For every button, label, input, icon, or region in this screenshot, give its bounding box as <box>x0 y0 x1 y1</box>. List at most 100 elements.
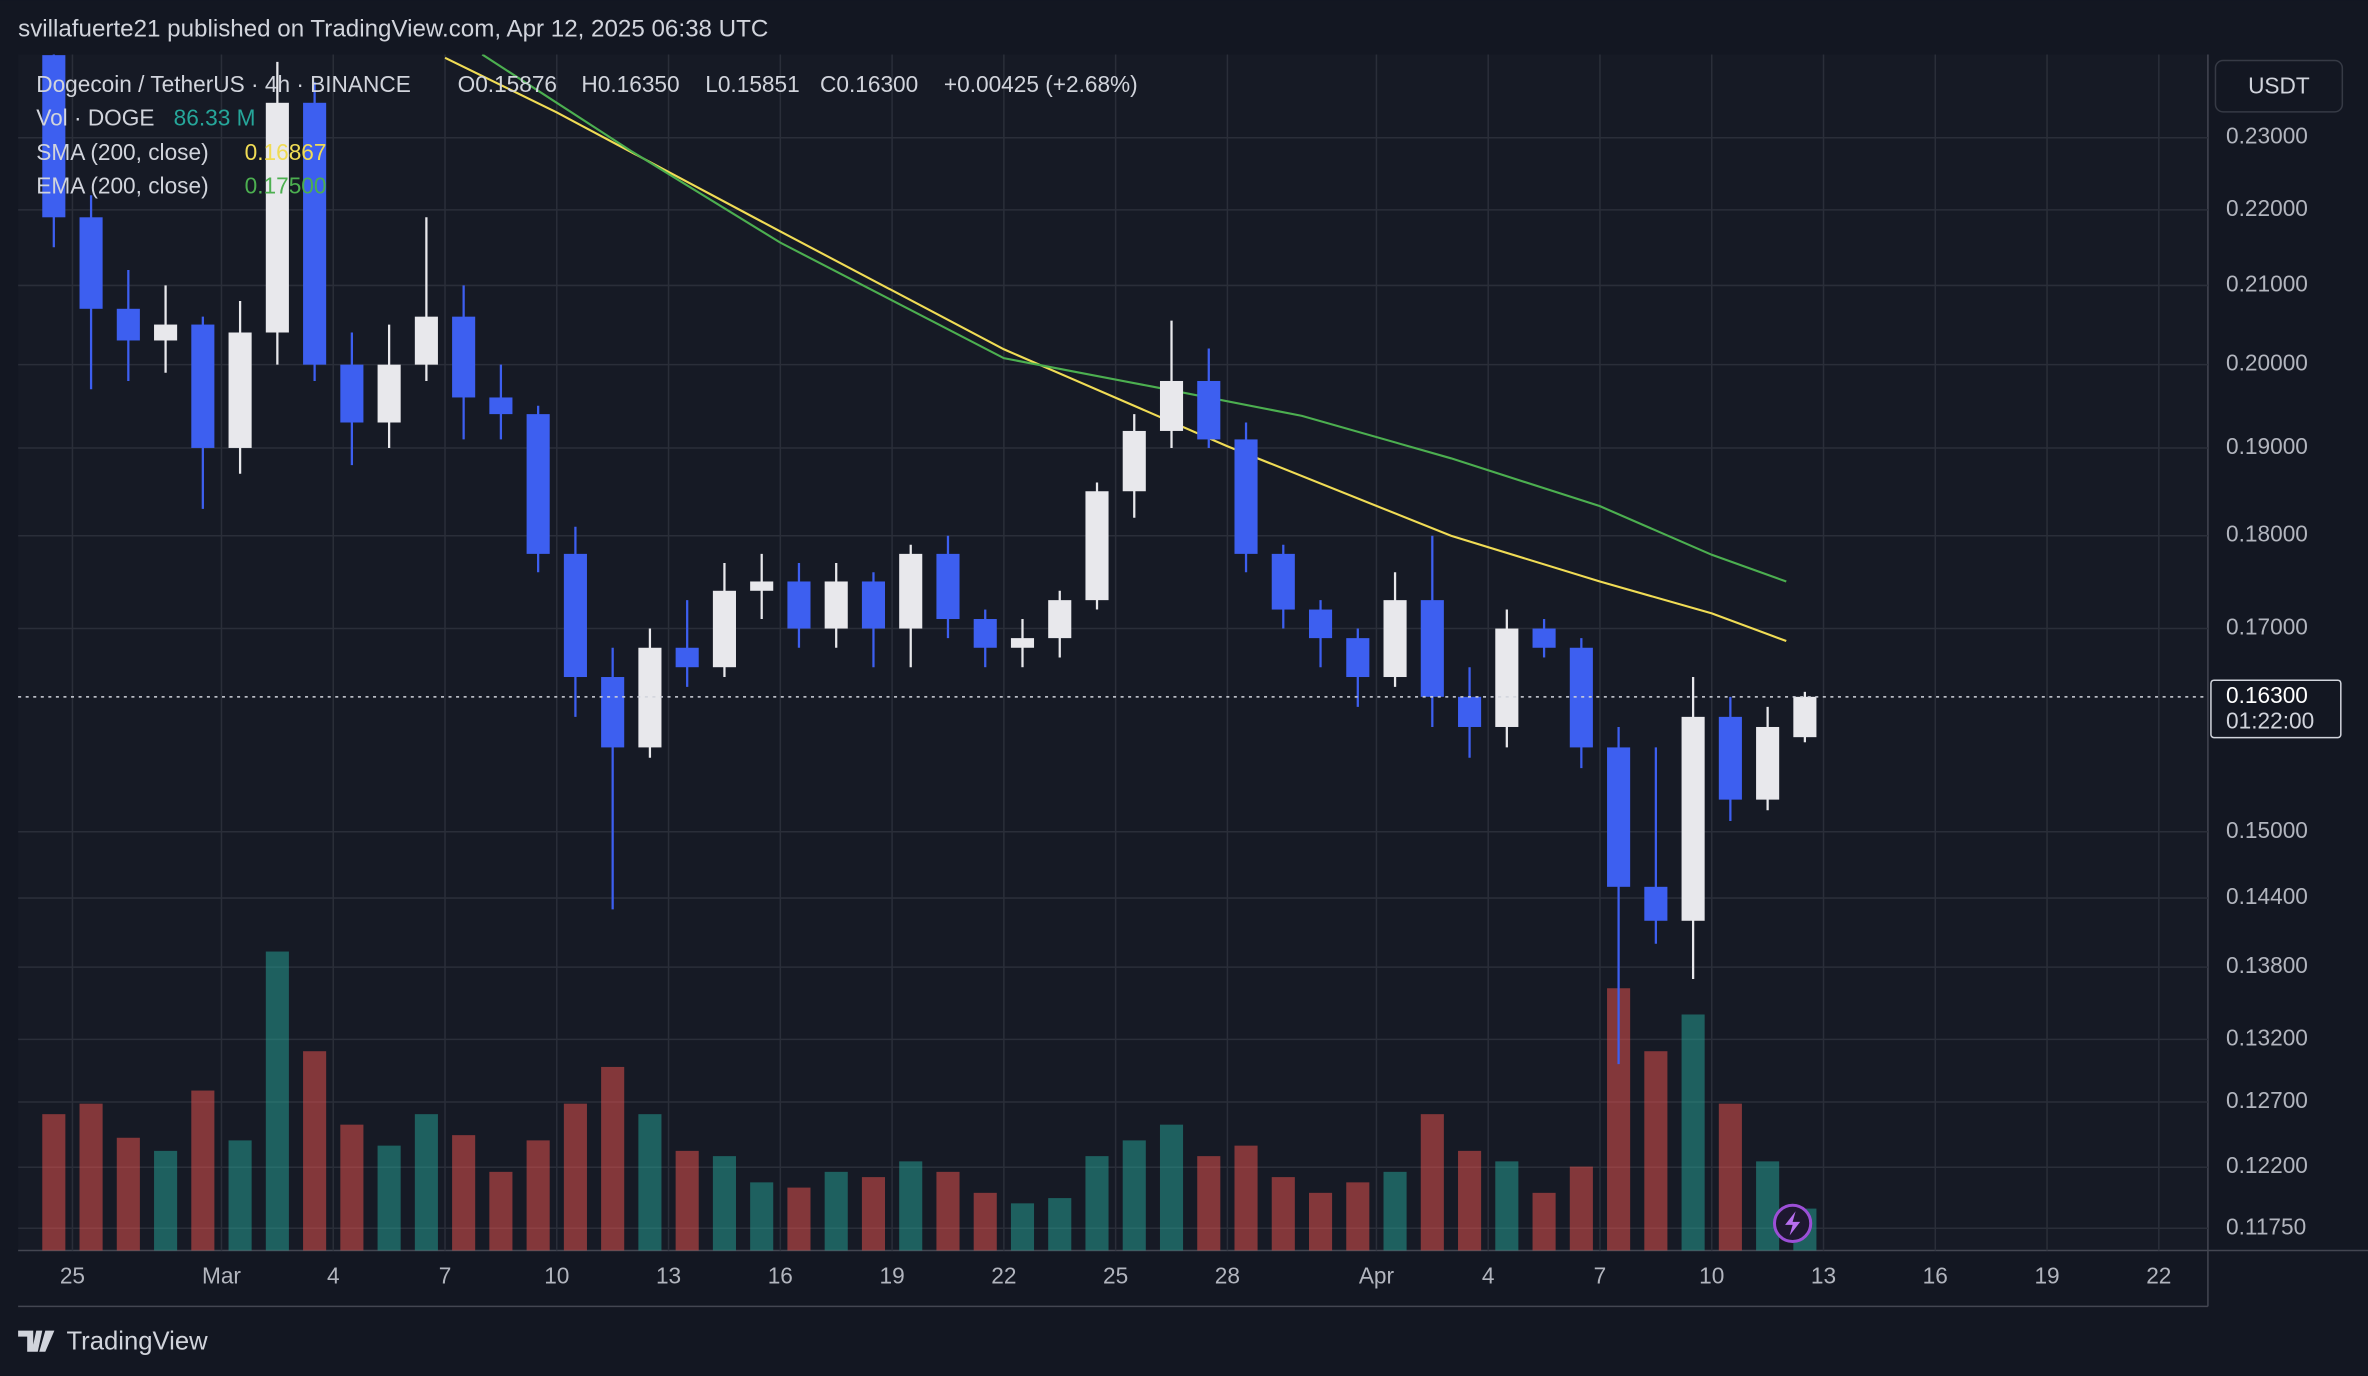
volume-bar <box>1234 1145 1258 1251</box>
volume-bar <box>675 1150 699 1251</box>
candle-body <box>1234 439 1258 554</box>
candle-body <box>1159 380 1184 431</box>
x-tick-label: 25 <box>1103 1263 1128 1289</box>
volume-bar <box>1271 1177 1295 1251</box>
x-tick-label: 13 <box>656 1263 681 1289</box>
x-tick-label: Apr <box>1359 1263 1395 1289</box>
candle-body <box>1718 716 1742 800</box>
volume-bar <box>899 1161 923 1251</box>
ema-value: 0.17500 <box>245 172 327 198</box>
last-price-label: 0.16300 <box>2226 682 2308 708</box>
x-tick-label: 13 <box>1811 1263 1836 1289</box>
x-tick-label: 19 <box>879 1263 904 1289</box>
ma-line <box>481 54 1787 583</box>
volume-bar <box>452 1135 476 1251</box>
candle-body <box>1495 628 1519 727</box>
high-label: H0.16350 <box>581 71 679 97</box>
candle-body <box>1644 886 1668 921</box>
candle-body <box>228 332 252 448</box>
volume-bar <box>265 951 289 1251</box>
candle-body <box>377 364 401 423</box>
ema-name: EMA (200, close) <box>36 172 208 198</box>
y-tick-label: 0.17000 <box>2226 614 2308 640</box>
candle-body <box>1458 696 1482 727</box>
candle-body <box>1048 600 1072 639</box>
volume-bar <box>303 1051 327 1251</box>
x-tick-label: 28 <box>1215 1263 1240 1289</box>
volume-bar <box>116 1137 140 1251</box>
y-tick-label: 0.18000 <box>2226 521 2308 547</box>
brand-name: TradingView <box>66 1327 208 1355</box>
candle-body <box>563 553 587 678</box>
sma-value: 0.16867 <box>245 139 327 165</box>
low-label: L0.15851 <box>705 71 799 97</box>
volume-value: 86.33 M <box>174 104 256 130</box>
volume-bar <box>1569 1166 1593 1251</box>
volume-bar <box>1085 1156 1109 1251</box>
candle-body <box>303 102 327 365</box>
volume-bar <box>750 1182 774 1251</box>
x-tick-label: 10 <box>1699 1263 1724 1289</box>
open-label: O0.15876 <box>458 71 557 97</box>
candle-body <box>116 308 140 341</box>
volume-bar <box>1718 1103 1742 1251</box>
last-price-box <box>2210 679 2342 739</box>
candle-body <box>675 647 699 668</box>
candle-body <box>1569 647 1593 748</box>
symbol: Dogecoin / TetherUS · 4h · BINANCE <box>36 71 411 97</box>
volume-bar <box>638 1114 662 1251</box>
volume-bar <box>377 1145 401 1251</box>
candle-body <box>1271 553 1295 610</box>
volume-bar <box>1644 1051 1668 1251</box>
y-tick-label: 0.13200 <box>2226 1024 2308 1050</box>
volume-bar <box>1159 1124 1184 1251</box>
volume-bar <box>601 1066 625 1251</box>
y-tick-label: 0.21000 <box>2226 270 2308 296</box>
candle-body <box>526 414 550 554</box>
volume-bar <box>154 1150 178 1251</box>
volume-bar <box>1197 1156 1221 1251</box>
candle-body <box>1197 380 1221 440</box>
candle-body <box>1085 491 1109 601</box>
volume-name: Vol · DOGE <box>36 104 154 130</box>
volume-bar <box>936 1171 960 1251</box>
y-tick-label: 0.12200 <box>2226 1152 2308 1178</box>
candle-body <box>340 364 364 423</box>
candle-body <box>1793 696 1817 738</box>
volume-bar <box>191 1090 215 1251</box>
y-tick-label: 0.23000 <box>2226 123 2308 149</box>
volume-bar <box>228 1140 252 1251</box>
x-tick-label: Mar <box>202 1263 241 1289</box>
volume-bar <box>1420 1114 1444 1251</box>
candle-body <box>452 316 476 398</box>
volume-bar <box>563 1103 587 1251</box>
candle-body <box>42 55 66 218</box>
volume-bar <box>1495 1161 1519 1251</box>
countdown-label: 01:22:00 <box>2226 707 2314 733</box>
candle-body <box>787 581 811 629</box>
candle-body <box>1756 726 1780 800</box>
candle-body <box>899 553 923 629</box>
volume-bar <box>973 1192 997 1251</box>
x-tick-label: 7 <box>1594 1263 1607 1289</box>
candle-body <box>1420 600 1444 697</box>
byline: svillafuerte21 published on TradingView.… <box>18 16 768 43</box>
volume-bar <box>1756 1161 1780 1251</box>
volume-bar <box>712 1156 736 1251</box>
volume-bar <box>861 1177 886 1251</box>
x-tick-label: 25 <box>60 1263 85 1289</box>
candle-body <box>861 581 886 629</box>
candle-body <box>1383 600 1407 678</box>
volume-bar <box>1122 1140 1146 1251</box>
candles <box>42 54 1817 1065</box>
candle-body <box>712 590 736 668</box>
alert-bolt <box>1785 1211 1801 1236</box>
volume-bar <box>1681 1014 1705 1251</box>
plot-area <box>18 54 2208 1251</box>
x-tick-label: 7 <box>439 1263 452 1289</box>
axes: 0.23000 0.22000 0.21000 0.20000 0.19000 0.180… <box>18 123 2342 1289</box>
x-tick-label: 10 <box>544 1263 569 1289</box>
volume-bar <box>1532 1192 1556 1251</box>
currency-button[interactable] <box>2214 59 2344 113</box>
